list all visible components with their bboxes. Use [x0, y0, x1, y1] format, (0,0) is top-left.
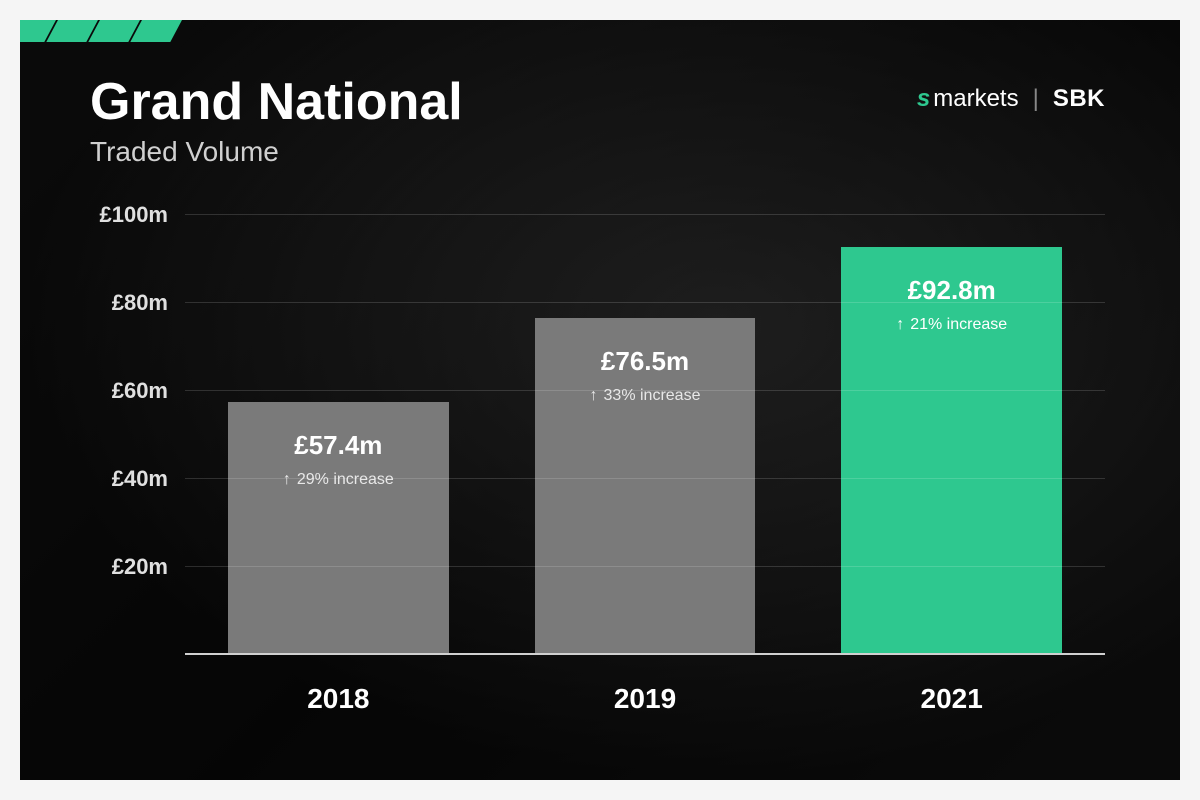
- chart-area: £20m£40m£60m£80m£100m £57.4m↑29% increas…: [90, 215, 1105, 725]
- brand-logos: smarkets | SBK: [917, 85, 1105, 113]
- smarkets-logo: smarkets: [917, 85, 1019, 113]
- chart-card: Grand National Traded Volume smarkets | …: [20, 20, 1180, 780]
- x-tick-label: 2021: [798, 665, 1105, 725]
- gridline: [185, 566, 1105, 567]
- y-tick-label: £20m: [112, 554, 168, 580]
- gridline: [185, 390, 1105, 391]
- bar-value-label: £76.5m: [601, 346, 689, 377]
- y-axis: £20m£40m£60m£80m£100m: [90, 215, 180, 655]
- bar-value-label: £57.4m: [294, 430, 382, 461]
- x-tick-label: 2018: [185, 665, 492, 725]
- bar: £57.4m↑ 29% increase: [228, 402, 449, 655]
- gridline: [185, 214, 1105, 215]
- y-tick-label: £40m: [112, 466, 168, 492]
- increase-text: 21% increase: [910, 316, 1007, 334]
- increase-text: 29% increase: [297, 471, 394, 489]
- bars-container: £57.4m↑29% increase£76.5m↑33% increase£9…: [185, 215, 1105, 655]
- y-tick-label: £100m: [99, 202, 168, 228]
- arrow-up-icon: ↑: [283, 471, 291, 489]
- chart-title: Grand National: [90, 75, 463, 130]
- smarkets-s-icon: s: [917, 85, 930, 113]
- bar-slot: £92.8m↑21% increase: [798, 215, 1105, 655]
- bar: £76.5m↑33% increase: [535, 318, 756, 655]
- gridline: [185, 302, 1105, 303]
- bar-increase-label: ↑ 21% increase: [896, 316, 1007, 334]
- bar-slot: £57.4m↑ 29% increase: [185, 215, 492, 655]
- x-axis-baseline: [185, 653, 1105, 655]
- y-tick-label: £60m: [112, 378, 168, 404]
- bar-slot: £76.5m↑33% increase: [492, 215, 799, 655]
- x-tick-label: 2019: [492, 665, 799, 725]
- logo-separator: |: [1033, 85, 1039, 113]
- chart-header: Grand National Traded Volume: [90, 75, 463, 168]
- bar-increase-label: ↑ 29% increase: [283, 471, 394, 489]
- arrow-up-icon: ↑: [896, 316, 904, 334]
- bar: £92.8m↑21% increase: [841, 247, 1062, 655]
- accent-stripes: [20, 20, 182, 42]
- y-tick-label: £80m: [112, 290, 168, 316]
- chart-subtitle: Traded Volume: [90, 136, 463, 168]
- plot-area: £57.4m↑29% increase£76.5m↑33% increase£9…: [185, 215, 1105, 655]
- x-axis-labels: 201820192021: [185, 665, 1105, 725]
- sbk-logo: SBK: [1053, 85, 1105, 113]
- smarkets-wordmark: markets: [933, 85, 1018, 113]
- gridline: [185, 478, 1105, 479]
